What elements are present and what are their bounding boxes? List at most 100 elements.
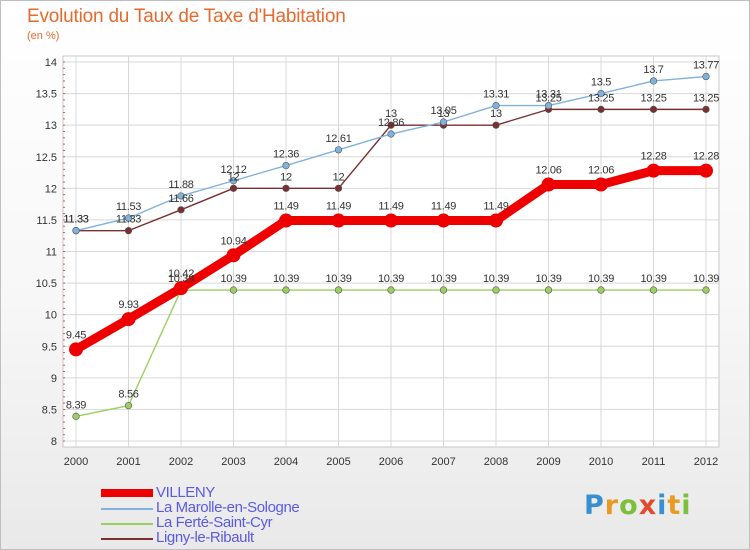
- data-point-ligny-le-ribault: [492, 121, 500, 129]
- y-tick-label: 8: [51, 436, 57, 448]
- data-point-la-marolle-en-sologne: [387, 130, 395, 138]
- data-point-ligny-le-ribault: [597, 105, 605, 113]
- data-label-la-ferte-saint-cyr: 10.39: [220, 273, 246, 285]
- y-tick-label: 9.5: [42, 341, 57, 353]
- y-tick-label: 12: [45, 183, 57, 195]
- data-label-villeny: 11.49: [431, 201, 456, 213]
- x-tick-label: 2003: [221, 456, 245, 468]
- legend-swatch-la-marolle: [101, 508, 153, 510]
- data-label-la-ferte-saint-cyr: 10.39: [430, 273, 456, 285]
- data-label-ligny-le-ribault: 13: [490, 108, 502, 120]
- data-label-la-ferte-saint-cyr: 10.39: [378, 273, 404, 285]
- data-point-la-ferte-saint-cyr: [492, 286, 500, 294]
- data-label-villeny: 12.28: [693, 151, 719, 163]
- data-point-villeny: [174, 281, 188, 296]
- data-point-la-marolle-en-sologne: [597, 89, 605, 98]
- data-point-la-ferte-saint-cyr: [282, 286, 290, 294]
- x-tick-label: 2006: [379, 456, 403, 468]
- data-label-la-marolle-en-sologne: 13.31: [483, 89, 509, 101]
- data-point-villeny: [331, 213, 346, 228]
- data-point-la-ferte-saint-cyr: [334, 286, 343, 294]
- data-point-la-marolle-en-sologne: [229, 177, 238, 185]
- data-point-villeny: [699, 163, 713, 178]
- data-point-la-marolle-en-sologne: [702, 72, 710, 81]
- data-label-ligny-le-ribault: 12: [333, 171, 345, 183]
- data-label-la-ferte-saint-cyr: 10.39: [483, 273, 509, 285]
- x-tick-label: 2007: [431, 456, 455, 468]
- data-label-la-marolle-en-sologne: 12.12: [220, 164, 246, 176]
- data-label-ligny-le-ribault: 13: [385, 108, 397, 120]
- data-label-la-ferte-saint-cyr: 8.39: [66, 399, 86, 411]
- x-tick-label: 2012: [694, 456, 718, 468]
- legend-swatch-villeny: [101, 489, 153, 497]
- data-point-la-marolle-en-sologne: [492, 101, 500, 110]
- data-point-la-marolle-en-sologne: [72, 227, 80, 235]
- data-label-villeny: 10.42: [168, 268, 194, 280]
- x-tick-label: 2008: [484, 456, 508, 468]
- data-point-la-ferte-saint-cyr: [597, 286, 605, 294]
- data-label-villeny: 11.49: [483, 201, 508, 213]
- data-label-la-marolle-en-sologne: 12.36: [273, 149, 299, 161]
- y-tick-label: 10: [45, 310, 57, 322]
- data-point-ligny-le-ribault: [702, 105, 710, 113]
- data-label-ligny-le-ribault: 11.33: [116, 214, 141, 226]
- data-label-ligny-le-ribault: 13.25: [535, 92, 561, 104]
- data-label-la-ferte-saint-cyr: 10.39: [168, 273, 194, 285]
- data-label-villeny: 12.06: [588, 165, 614, 177]
- data-point-la-marolle-en-sologne: [282, 161, 290, 170]
- data-label-ligny-le-ribault: 13.25: [588, 92, 614, 104]
- y-tick-label: 11.5: [36, 215, 57, 227]
- data-label-la-ferte-saint-cyr: 8.56: [118, 389, 138, 401]
- data-label-villeny: 10.94: [220, 235, 246, 247]
- data-point-la-marolle-en-sologne: [439, 118, 448, 126]
- data-point-villeny: [121, 312, 136, 327]
- data-point-la-ferte-saint-cyr: [544, 286, 553, 294]
- data-label-la-marolle-en-sologne: 13.31: [535, 89, 561, 101]
- y-tick-label: 12.5: [36, 152, 57, 164]
- x-tick-label: 2004: [274, 456, 298, 468]
- data-point-villeny: [69, 342, 83, 357]
- chart-unit-label: (en %): [27, 30, 60, 42]
- data-label-la-ferte-saint-cyr: 10.39: [640, 273, 666, 285]
- y-tick-label: 13: [45, 120, 57, 132]
- x-tick-label: 2009: [536, 456, 560, 468]
- legend-label-la-marolle: La Marolle-en-Sologne: [156, 499, 300, 516]
- chart-title: Evolution du Taux de Taxe d'Habitation: [27, 6, 346, 27]
- data-label-ligny-le-ribault: 11.66: [168, 193, 193, 205]
- data-point-ligny-le-ribault: [229, 184, 238, 192]
- data-label-la-ferte-saint-cyr: 10.39: [693, 273, 719, 285]
- data-point-la-ferte-saint-cyr: [124, 402, 133, 410]
- data-point-villeny: [384, 213, 398, 228]
- x-tick-label: 2000: [64, 456, 88, 468]
- data-point-ligny-le-ribault: [177, 206, 185, 214]
- data-label-la-ferte-saint-cyr: 10.39: [273, 273, 299, 285]
- data-label-villeny: 9.93: [118, 299, 138, 311]
- x-tick-label: 2002: [169, 456, 193, 468]
- data-label-villeny: 9.45: [66, 329, 86, 341]
- data-point-villeny: [541, 177, 556, 192]
- data-point-la-marolle-en-sologne: [124, 214, 133, 222]
- data-point-la-ferte-saint-cyr: [702, 286, 710, 294]
- data-label-la-marolle-en-sologne: 12.61: [325, 133, 351, 145]
- y-tick-label: 11: [46, 247, 57, 259]
- data-point-villeny: [646, 163, 661, 178]
- data-label-ligny-le-ribault: 12: [280, 171, 292, 183]
- data-label-la-marolle-en-sologne: 13.05: [430, 105, 456, 117]
- legend-label-villeny: VILLENY: [156, 484, 215, 501]
- legend-swatch-ligny: [101, 538, 153, 540]
- data-point-villeny: [489, 213, 503, 228]
- data-label-ligny-le-ribault: 12: [228, 171, 240, 183]
- data-label-la-ferte-saint-cyr: 10.39: [325, 273, 351, 285]
- data-point-la-marolle-en-sologne: [177, 192, 185, 200]
- legend-label-ligny: Ligny-le-Ribault: [156, 529, 254, 546]
- data-label-villeny: 11.49: [326, 201, 351, 213]
- legend-swatch-la-ferte: [101, 523, 153, 525]
- data-point-ligny-le-ribault: [334, 184, 343, 192]
- data-point-villeny: [436, 213, 451, 228]
- data-label-ligny-le-ribault: 13.25: [693, 92, 719, 104]
- data-point-ligny-le-ribault: [124, 227, 133, 235]
- data-label-ligny-le-ribault: 11.33: [63, 214, 88, 226]
- data-label-la-marolle-en-sologne: 13.77: [693, 60, 719, 72]
- data-point-villeny: [279, 213, 293, 228]
